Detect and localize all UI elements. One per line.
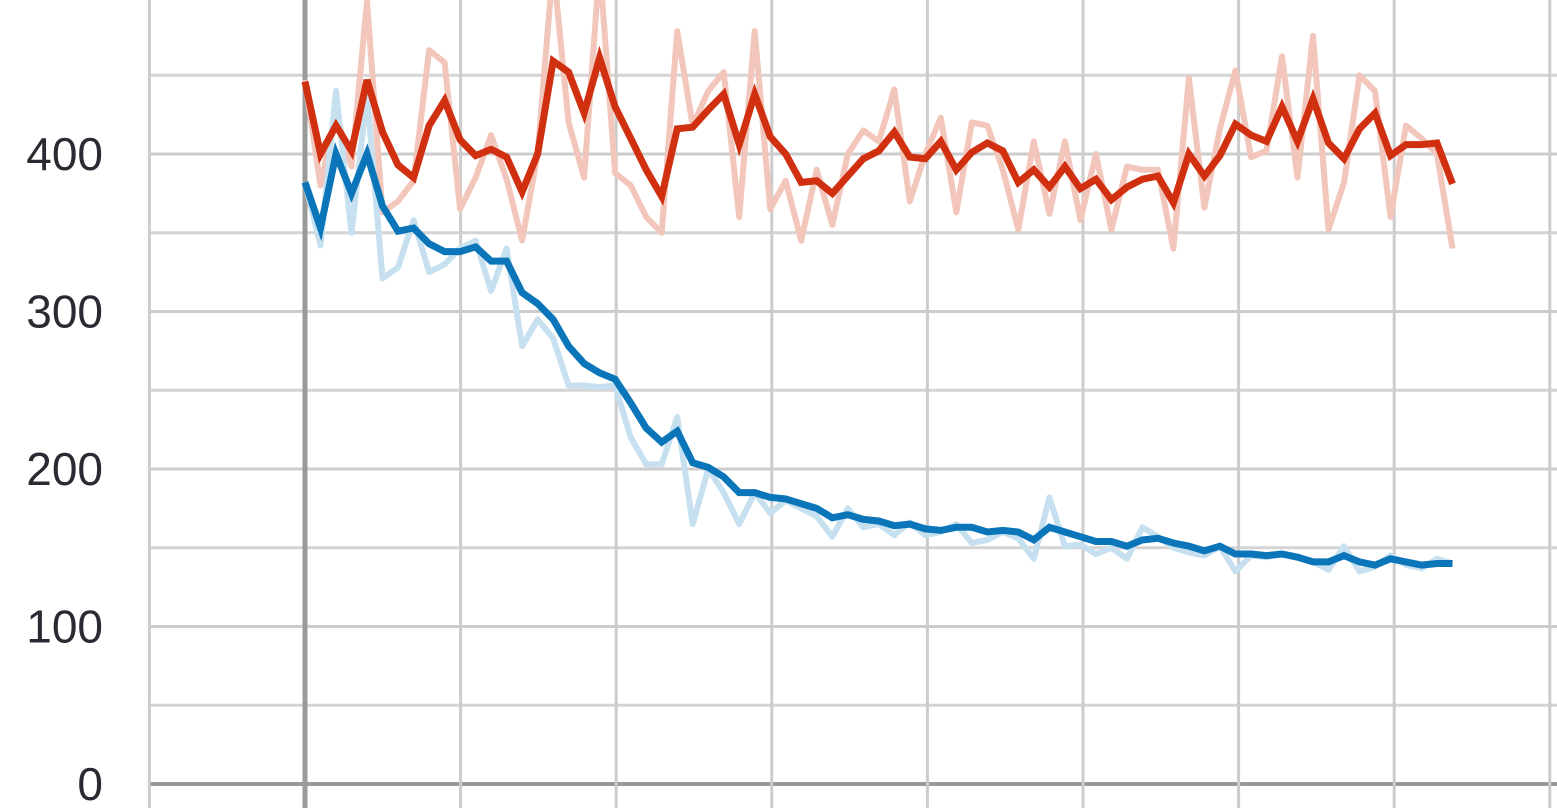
smoothed-series-layer bbox=[301, 45, 1456, 569]
series-2-raw-line bbox=[302, 88, 1454, 575]
series-2-smoothed-line bbox=[301, 141, 1453, 569]
y-tick-label-layer: 0 100 200 300 400 bbox=[26, 128, 103, 808]
y-tick-label: 100 bbox=[26, 601, 103, 653]
raw-series-layer bbox=[302, 0, 1456, 575]
series-1-raw-line bbox=[302, 0, 1456, 252]
y-tick-label: 400 bbox=[26, 128, 103, 180]
grid-layer bbox=[147, 0, 1557, 808]
series-1-smoothed-line bbox=[301, 45, 1456, 212]
y-tick-label: 0 bbox=[77, 758, 103, 808]
y-tick-label: 200 bbox=[26, 443, 103, 495]
y-tick-label: 300 bbox=[26, 286, 103, 338]
